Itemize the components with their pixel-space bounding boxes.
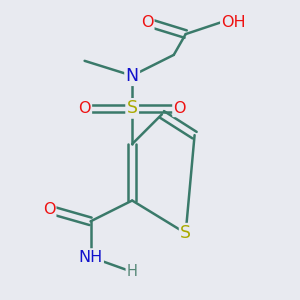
Text: O: O (43, 202, 55, 217)
Text: O: O (78, 101, 91, 116)
Text: OH: OH (221, 15, 246, 30)
Text: S: S (127, 99, 138, 117)
Text: O: O (173, 101, 186, 116)
Text: S: S (180, 224, 191, 242)
Text: N: N (126, 67, 139, 85)
Text: NH: NH (78, 250, 103, 265)
Text: H: H (127, 264, 138, 279)
Text: O: O (141, 15, 153, 30)
